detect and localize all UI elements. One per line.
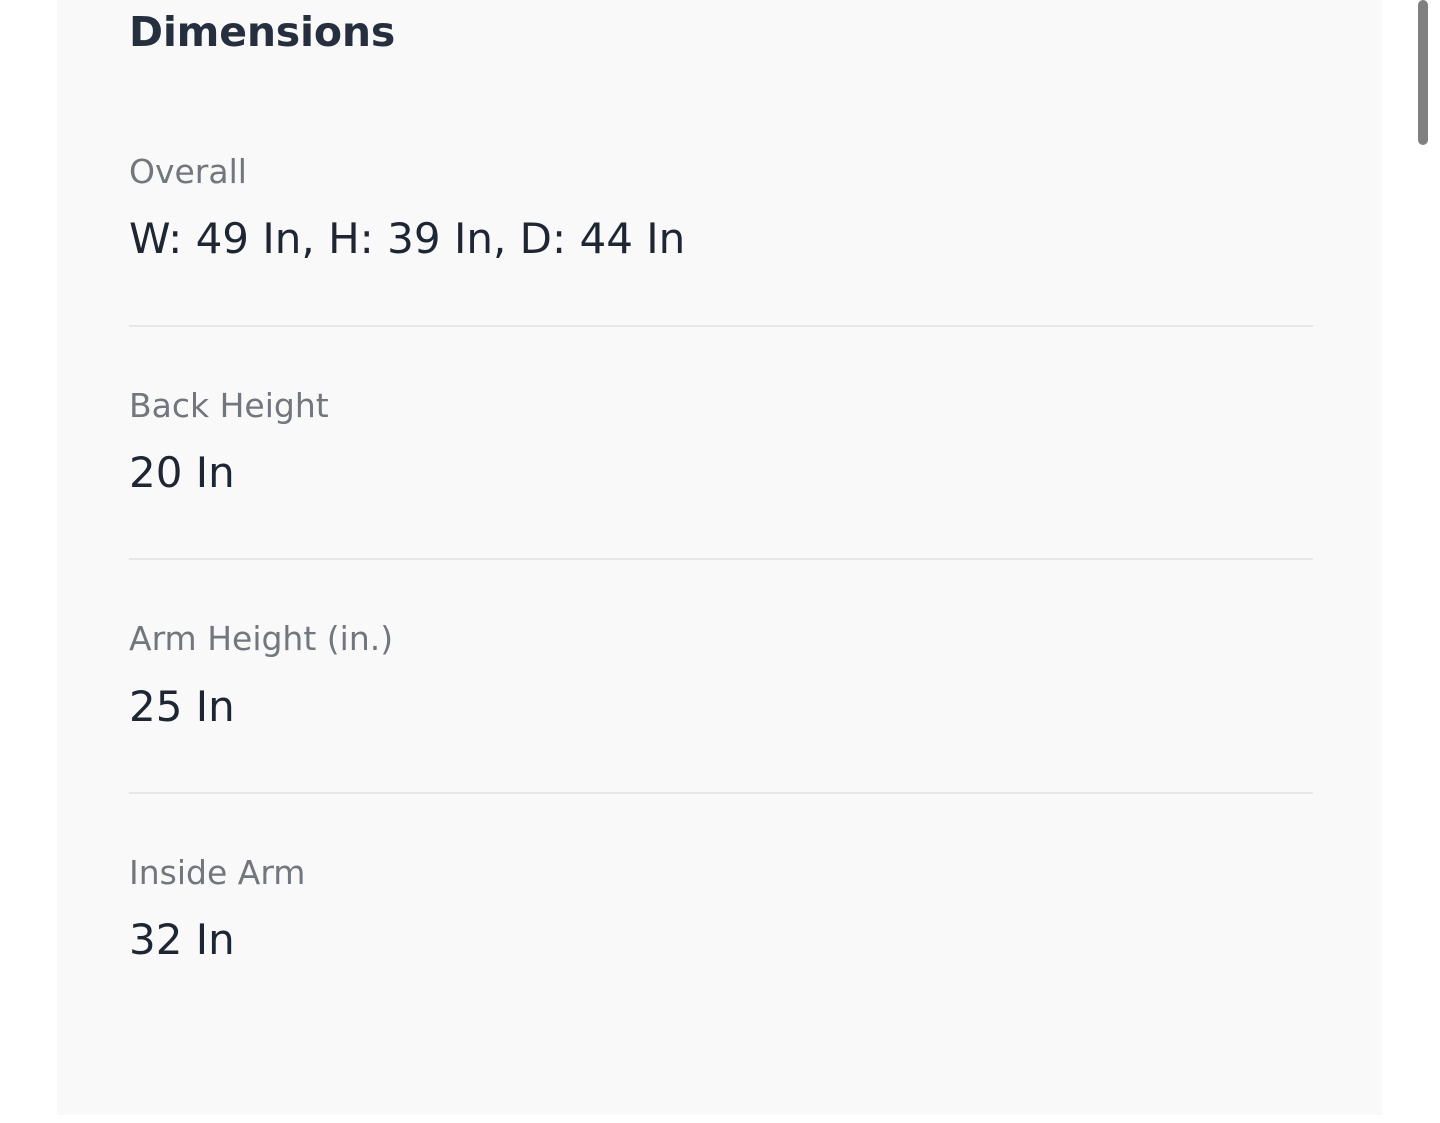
vertical-scrollbar-thumb[interactable] xyxy=(1418,0,1428,145)
spec-value: 32 In xyxy=(129,915,235,965)
divider xyxy=(129,324,1313,327)
spec-label: Arm Height (in.) xyxy=(129,619,394,659)
spec-label: Back Height xyxy=(129,385,329,425)
divider xyxy=(129,558,1313,561)
spec-row-overall: Overall W: 49 In, H: 39 In, D: 44 In xyxy=(129,151,1310,265)
spec-row-arm-height: Arm Height (in.) 25 In xyxy=(129,618,1310,732)
spec-row-back-height: Back Height 20 In xyxy=(129,385,1310,499)
spec-value: 20 In xyxy=(129,448,235,498)
dimensions-spec-list: Overall W: 49 In, H: 39 In, D: 44 In Bac… xyxy=(129,151,1313,966)
spec-row-inside-arm: Inside Arm 32 In xyxy=(129,852,1310,966)
spec-label: Overall xyxy=(129,152,247,192)
spec-value: W: 49 In, H: 39 In, D: 44 In xyxy=(129,214,686,264)
dimensions-card: Dimensions Overall W: 49 In, H: 39 In, D… xyxy=(57,0,1382,1115)
divider xyxy=(129,792,1313,795)
spec-value: 25 In xyxy=(129,681,235,731)
vertical-scrollbar-track[interactable] xyxy=(1417,0,1429,1123)
spec-label: Inside Arm xyxy=(129,853,306,893)
page-title: Dimensions xyxy=(129,8,396,56)
